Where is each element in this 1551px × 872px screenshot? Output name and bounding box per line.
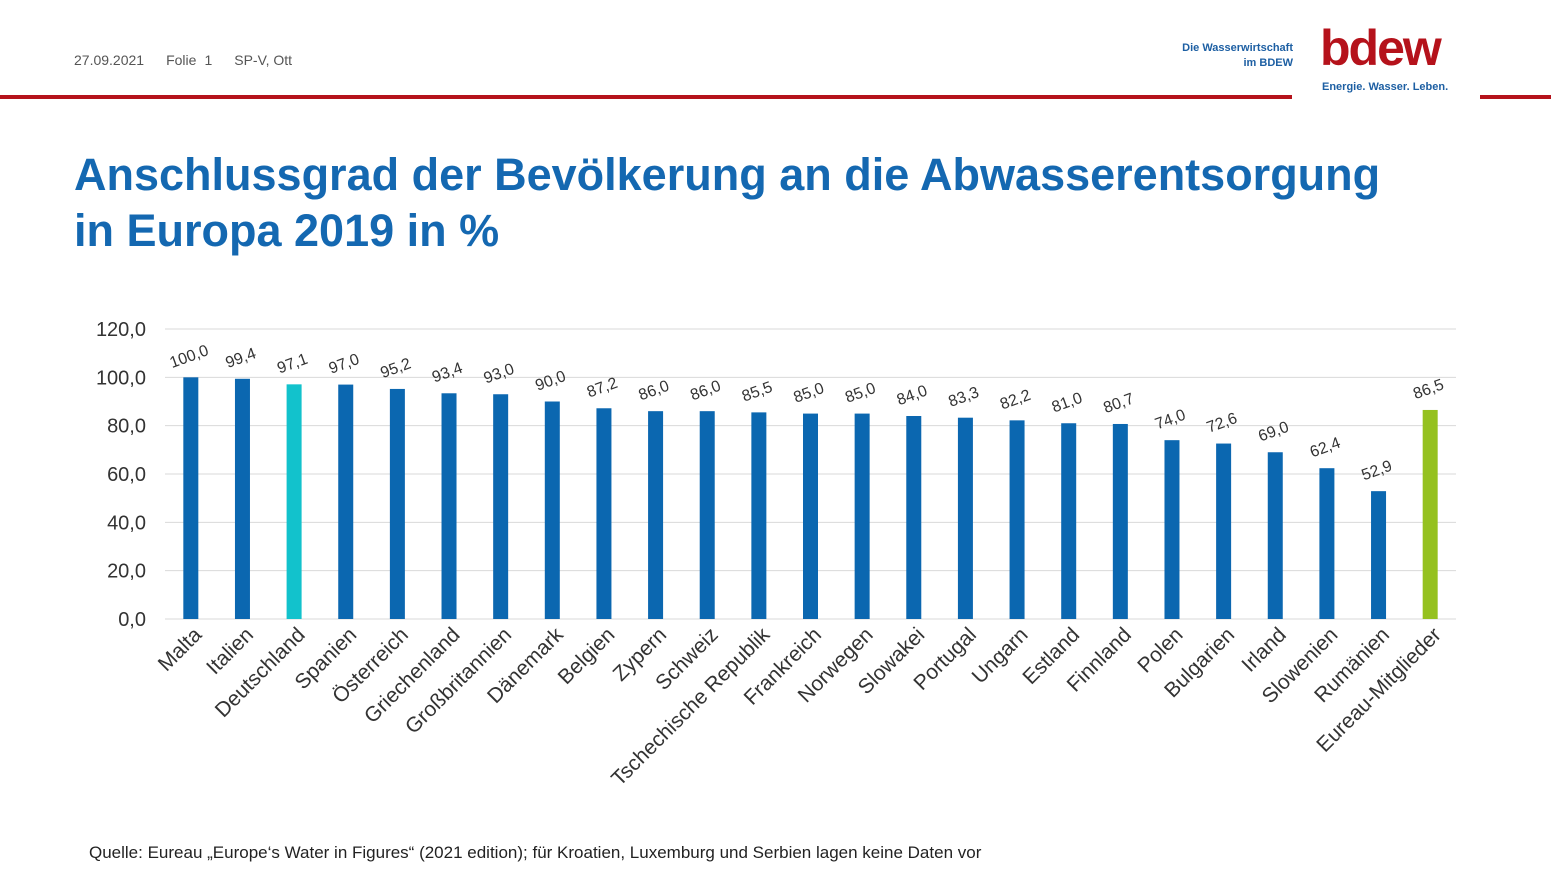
data-label: 82,2 [998, 387, 1033, 414]
data-label: 85,0 [843, 380, 878, 407]
bar [1216, 443, 1232, 619]
bar [441, 393, 457, 619]
bar [338, 384, 354, 619]
data-label: 80,7 [1101, 390, 1136, 417]
slide-title-line2: in Europa 2019 in % [74, 205, 500, 256]
slide-label: Folie [166, 52, 197, 68]
y-tick-label: 60,0 [107, 464, 146, 486]
bdew-claim: Energie. Wasser. Leben. [1322, 81, 1449, 93]
slide-title: Anschlussgrad der Bevölkerung an die Abw… [74, 147, 1494, 259]
x-tick-label: Malta [154, 623, 207, 676]
data-label: 93,0 [482, 361, 517, 388]
data-label: 95,2 [378, 355, 413, 382]
bar [803, 413, 818, 619]
slide-title-line1: Anschlussgrad der Bevölkerung an die Abw… [74, 149, 1381, 200]
bar [906, 416, 922, 619]
data-label: 87,2 [585, 375, 620, 402]
bar [1009, 420, 1025, 619]
data-label: 72,6 [1205, 410, 1240, 437]
data-label: 84,0 [895, 382, 930, 409]
data-label: 62,4 [1308, 435, 1343, 462]
data-label: 90,0 [533, 368, 568, 395]
bar [1061, 423, 1077, 619]
data-label: 85,0 [791, 380, 826, 407]
data-label: 86,0 [688, 378, 723, 405]
bdew-logo: bdew [1320, 20, 1442, 76]
bar-chart: 0,0 20,0 40,0 60,0 80,0 100,0 120,0 100,0 Malta 9… [96, 319, 1456, 791]
bar [957, 417, 973, 619]
bar [596, 408, 612, 619]
header-divider-left [0, 95, 1292, 99]
data-label: 52,9 [1359, 458, 1394, 485]
data-label: 86,0 [637, 378, 672, 405]
data-label: 83,3 [946, 384, 981, 411]
header-divider-right [1480, 95, 1551, 99]
y-tick-label: 0,0 [118, 609, 146, 631]
brand-tagline-line1: Die Wasserwirtschaft [1182, 42, 1293, 54]
brand-tagline: Die Wasserwirtschaft im BDEW [1140, 41, 1293, 71]
bar [389, 388, 405, 619]
bar [648, 411, 664, 619]
slide-author: SP-V, Ott [234, 52, 293, 68]
data-label: 93,4 [430, 360, 465, 387]
bar [286, 384, 302, 619]
bar [1112, 423, 1128, 619]
data-label: 99,4 [223, 345, 258, 372]
y-tick-label: 100,0 [96, 367, 146, 389]
slide-date: 27.09.2021 [74, 52, 145, 68]
y-tick-label: 120,0 [96, 319, 146, 341]
bar [1319, 468, 1335, 619]
slide-meta: 27.09.2021 Folie 1 SP-V, Ott [74, 52, 314, 68]
bar [493, 394, 509, 619]
data-label: 97,0 [327, 351, 362, 378]
data-label: 81,0 [1050, 390, 1085, 417]
bar [1267, 452, 1283, 619]
data-label: 85,5 [740, 379, 775, 406]
source-note: Quelle: Eureau „Europe‘s Water in Figure… [89, 843, 982, 862]
y-tick-label: 40,0 [107, 512, 146, 534]
bar [699, 411, 715, 619]
y-tick-label: 20,0 [107, 561, 146, 583]
bar [1164, 440, 1180, 619]
data-label: 69,0 [1256, 419, 1291, 446]
bar [183, 377, 199, 619]
bar [1371, 491, 1387, 619]
bar [544, 401, 560, 619]
bar [854, 413, 870, 619]
slide-number: 1 [204, 52, 213, 68]
bar [234, 378, 250, 619]
data-label: 74,0 [1153, 407, 1188, 434]
brand-tagline-line2: im BDEW [1243, 57, 1294, 69]
data-label: 100,0 [168, 342, 212, 372]
bar [751, 412, 767, 619]
x-tick-label: Belgien [554, 623, 620, 689]
data-label: 97,1 [275, 351, 310, 378]
bar [1422, 409, 1438, 619]
y-tick-label: 80,0 [107, 416, 146, 438]
data-label: 86,5 [1411, 376, 1446, 403]
